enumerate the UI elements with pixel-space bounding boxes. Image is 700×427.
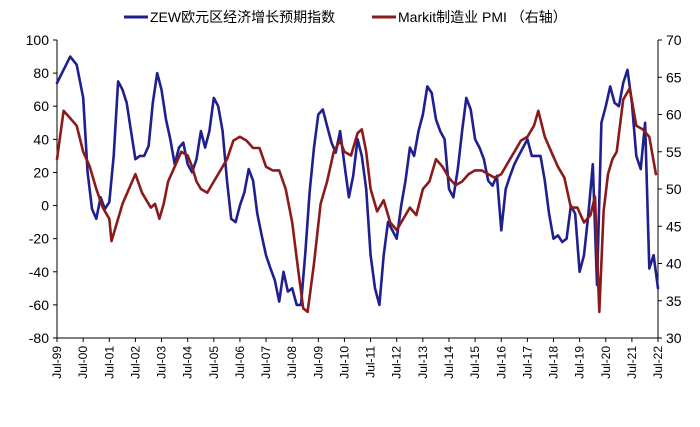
right-tick-label: 70 [666,32,682,48]
series-layer [55,55,660,314]
x-tick-label: Jul-01 [102,346,116,379]
right-tick-label: 45 [666,218,682,234]
x-tick-label: Jul-16 [494,346,508,379]
right-tick-label: 30 [666,330,682,346]
x-tick-label: Jul-14 [442,346,456,379]
left-tick-label: -20 [29,231,49,247]
x-tick-label: Jul-21 [625,346,639,379]
left-tick-label: -80 [29,330,49,346]
right-tick-label: 65 [666,69,682,85]
x-tick-label: Jul-17 [520,346,534,379]
left-tick-label: 20 [33,164,49,180]
x-tick-label: Jul-22 [651,346,665,379]
right-tick-label: 60 [666,107,682,123]
left-tick-label: 0 [41,198,49,214]
right-tick-label: 40 [666,256,682,272]
right-tick-label: 35 [666,293,682,309]
x-tick-label: Jul-18 [546,346,560,379]
x-tick-label: Jul-11 [364,346,378,378]
legend: ZEW欧元区经济增长预期指数 Markit制造业 PMI （右轴） [124,9,567,25]
x-tick-label: Jul-08 [285,346,299,379]
x-tick-label: Jul-19 [573,346,587,379]
series-line-zew [55,55,660,307]
x-tick-label: Jul-09 [311,346,325,379]
x-tick-label: Jul-00 [76,346,90,379]
x-tick-label: Jul-07 [259,346,273,379]
x-tick-label: Jul-13 [416,346,430,379]
right-axis-ticks: 30 35 40 45 50 55 60 65 70 [658,32,682,346]
series-line-pmi [55,87,658,314]
x-tick-label: Jul-02 [128,346,142,379]
x-tick-label: Jul-12 [390,346,404,379]
legend-label-pmi: Markit制造业 PMI （右轴） [398,9,567,25]
x-tick-label: Jul-05 [207,346,221,379]
right-tick-label: 55 [666,144,682,160]
x-tick-label: Jul-06 [233,346,247,379]
x-tick-label: Jul-15 [468,346,482,379]
x-axis-ticks: Jul-99 Jul-00 Jul-01 Jul-02 Jul-03 Jul-04 Jul-… [50,338,665,379]
right-tick-label: 50 [666,181,682,197]
left-axis-ticks: -80 -60 -40 -20 0 20 40 60 80 100 [26,32,57,346]
x-tick-label: Jul-99 [50,346,64,379]
left-tick-label: -40 [29,264,49,280]
left-tick-label: 60 [33,98,49,114]
x-tick-label: Jul-03 [155,346,169,379]
left-tick-label: 80 [33,65,49,81]
x-tick-label: Jul-10 [337,346,351,379]
x-tick-label: Jul-20 [599,346,613,379]
left-tick-label: 100 [26,32,50,48]
left-tick-label: -60 [29,297,49,313]
legend-label-zew: ZEW欧元区经济增长预期指数 [150,9,335,25]
x-tick-label: Jul-04 [181,346,195,379]
left-tick-label: 40 [33,131,49,147]
